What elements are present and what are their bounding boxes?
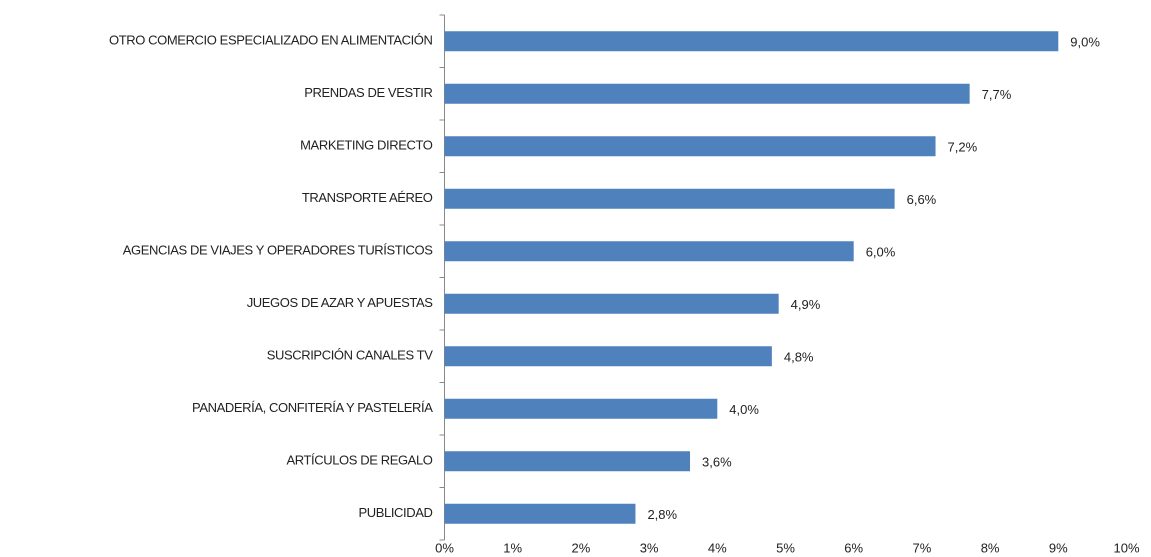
x-tick-label: 1% — [503, 540, 522, 555]
y-tick-label: JUEGOS DE AZAR Y APUESTAS — [247, 295, 434, 310]
y-tick-label: MARKETING DIRECTO — [300, 138, 433, 153]
x-tick-label: 10% — [1113, 540, 1139, 555]
y-tick-label: OTRO COMERCIO ESPECIALIZADO EN ALIMENTAC… — [109, 33, 433, 48]
x-tick-label: 6% — [844, 540, 863, 555]
x-tick-label: 9% — [1049, 540, 1068, 555]
value-label: 4,9% — [791, 297, 821, 312]
y-tick-label: AGENCIAS DE VIAJES Y OPERADORES TURÍSTIC… — [123, 243, 433, 258]
x-tick-label: 4% — [708, 540, 727, 555]
x-tick-label: 2% — [572, 540, 591, 555]
value-label: 4,8% — [784, 350, 814, 365]
value-label: 2,8% — [647, 507, 677, 522]
bar — [444, 451, 691, 472]
x-tick-label: 5% — [776, 540, 795, 555]
y-tick-label: PRENDAS DE VESTIR — [304, 85, 432, 100]
value-label: 6,0% — [866, 245, 896, 260]
value-label: 7,2% — [948, 140, 978, 155]
bar — [444, 398, 718, 419]
x-tick-label: 3% — [640, 540, 659, 555]
y-tick-label: PANADERÍA, CONFITERÍA Y PASTELERÍA — [192, 400, 433, 415]
bar — [444, 241, 854, 262]
x-tick-label: 7% — [913, 540, 932, 555]
x-tick-label: 0% — [435, 540, 454, 555]
y-tick-label: TRANSPORTE AÉREO — [302, 190, 433, 205]
x-tick-label: 8% — [981, 540, 1000, 555]
value-label: 9,0% — [1070, 35, 1100, 50]
bar — [444, 293, 779, 314]
bar — [444, 346, 772, 367]
value-label: 3,6% — [702, 455, 732, 470]
value-label: 6,6% — [907, 192, 937, 207]
bar — [444, 136, 936, 157]
value-label: 4,0% — [729, 402, 759, 417]
bar — [444, 31, 1059, 52]
y-tick-label: SUSCRIPCIÓN CANALES TV — [267, 348, 434, 363]
bar — [444, 188, 895, 209]
bar — [444, 503, 636, 524]
bar — [444, 83, 970, 104]
y-tick-label: ARTÍCULOS DE REGALO — [286, 453, 432, 468]
y-tick-label: PUBLICIDAD — [358, 505, 432, 520]
value-label: 7,7% — [982, 87, 1012, 102]
